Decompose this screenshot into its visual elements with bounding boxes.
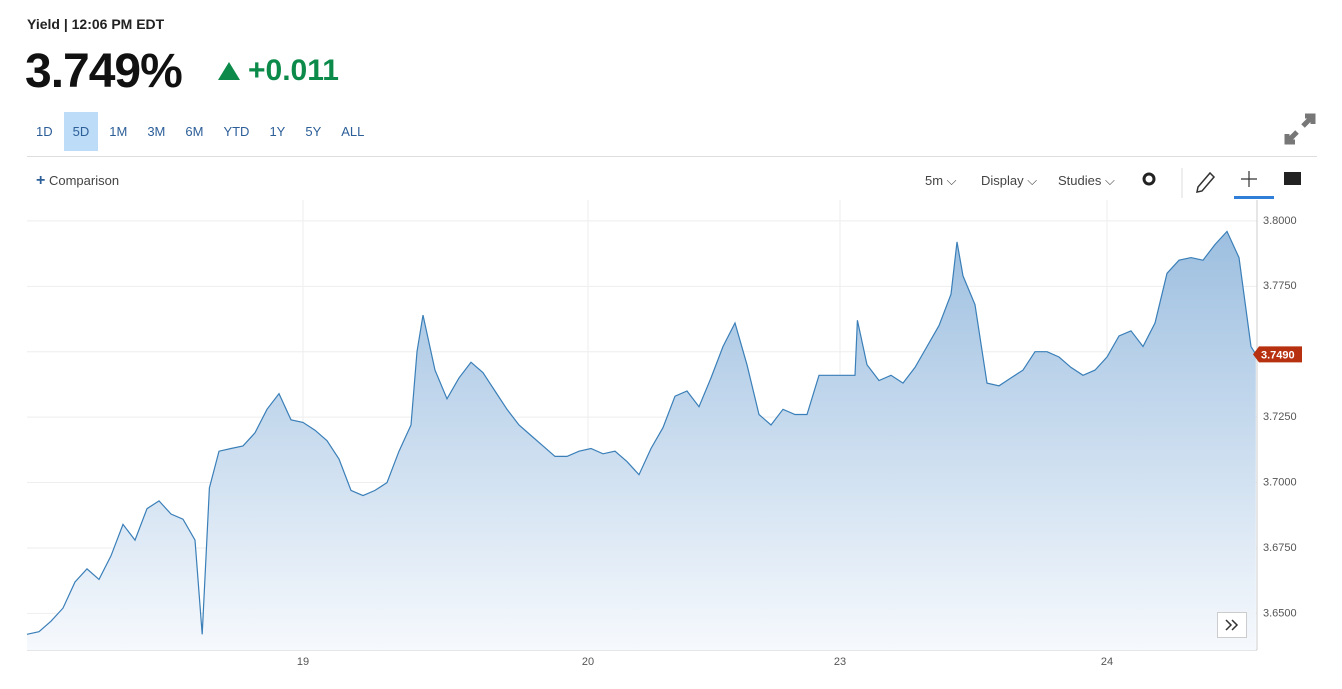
interval-menu[interactable]: 5m ⌵ — [925, 173, 957, 188]
range-tab[interactable]: 1D — [36, 124, 53, 139]
quote-time: Yield | 12:06 PM EDT — [27, 16, 165, 32]
y-tick-label: 3.7000 — [1263, 476, 1297, 488]
y-tick-label: 3.6750 — [1263, 542, 1297, 554]
range-tab[interactable]: 5D — [63, 112, 99, 151]
price: 3.749% — [25, 45, 183, 98]
range-tab[interactable]: 1Y — [269, 124, 286, 139]
range-tab[interactable]: 6M — [185, 124, 204, 139]
x-tick-label: 24 — [1101, 656, 1113, 668]
range-tab[interactable]: 1M — [109, 124, 128, 139]
y-tick-label: 3.8000 — [1263, 215, 1297, 227]
crosshair-active — [1234, 196, 1274, 199]
comparison-button[interactable]: + Comparison — [36, 172, 120, 189]
studies-text: Studies — [1058, 173, 1102, 188]
range-tab[interactable]: 5Y — [305, 124, 322, 139]
up-arrow — [218, 62, 240, 80]
scroll-end-button[interactable] — [1217, 612, 1247, 638]
studies-menu[interactable]: Studies ⌵ — [1058, 173, 1115, 188]
x-tick-label: 20 — [582, 656, 594, 668]
range-tab[interactable]: YTD — [223, 124, 250, 139]
settings-icon[interactable] — [1142, 172, 1156, 186]
y-tick-label: 3.7750 — [1263, 280, 1297, 292]
last-value-label: 3.7490 — [1261, 349, 1295, 361]
crosshair-icon[interactable] — [1241, 171, 1257, 187]
y-tick-label: 3.7250 — [1263, 411, 1297, 423]
range-tabs: 1D 5D 1M 3M 6M YTD 1Y 5Y ALL — [27, 112, 375, 151]
chart-tools — [1142, 168, 1301, 199]
price-line — [26, 230, 1257, 635]
display-menu[interactable]: Display ⌵ — [981, 173, 1038, 188]
comment-icon[interactable] — [1284, 172, 1301, 185]
range-tab[interactable]: 3M — [147, 124, 166, 139]
comparison-text: Comparison — [48, 173, 120, 188]
change-value: +0.011 — [248, 54, 339, 87]
area-fill — [27, 231, 1256, 650]
x-tick-label: 19 — [297, 656, 309, 668]
interval-text: 5m — [925, 173, 944, 188]
divider — [27, 156, 1317, 157]
change: +0.011 — [218, 54, 339, 88]
last-value-tag — [1253, 346, 1302, 363]
x-tick-label: 23 — [834, 656, 846, 668]
expand-icon[interactable] — [1283, 112, 1317, 146]
y-tick-label: 3.6500 — [1263, 607, 1297, 619]
display-text: Display — [981, 173, 1024, 188]
draw-icon[interactable] — [1196, 171, 1216, 193]
range-tab[interactable]: ALL — [341, 124, 365, 139]
